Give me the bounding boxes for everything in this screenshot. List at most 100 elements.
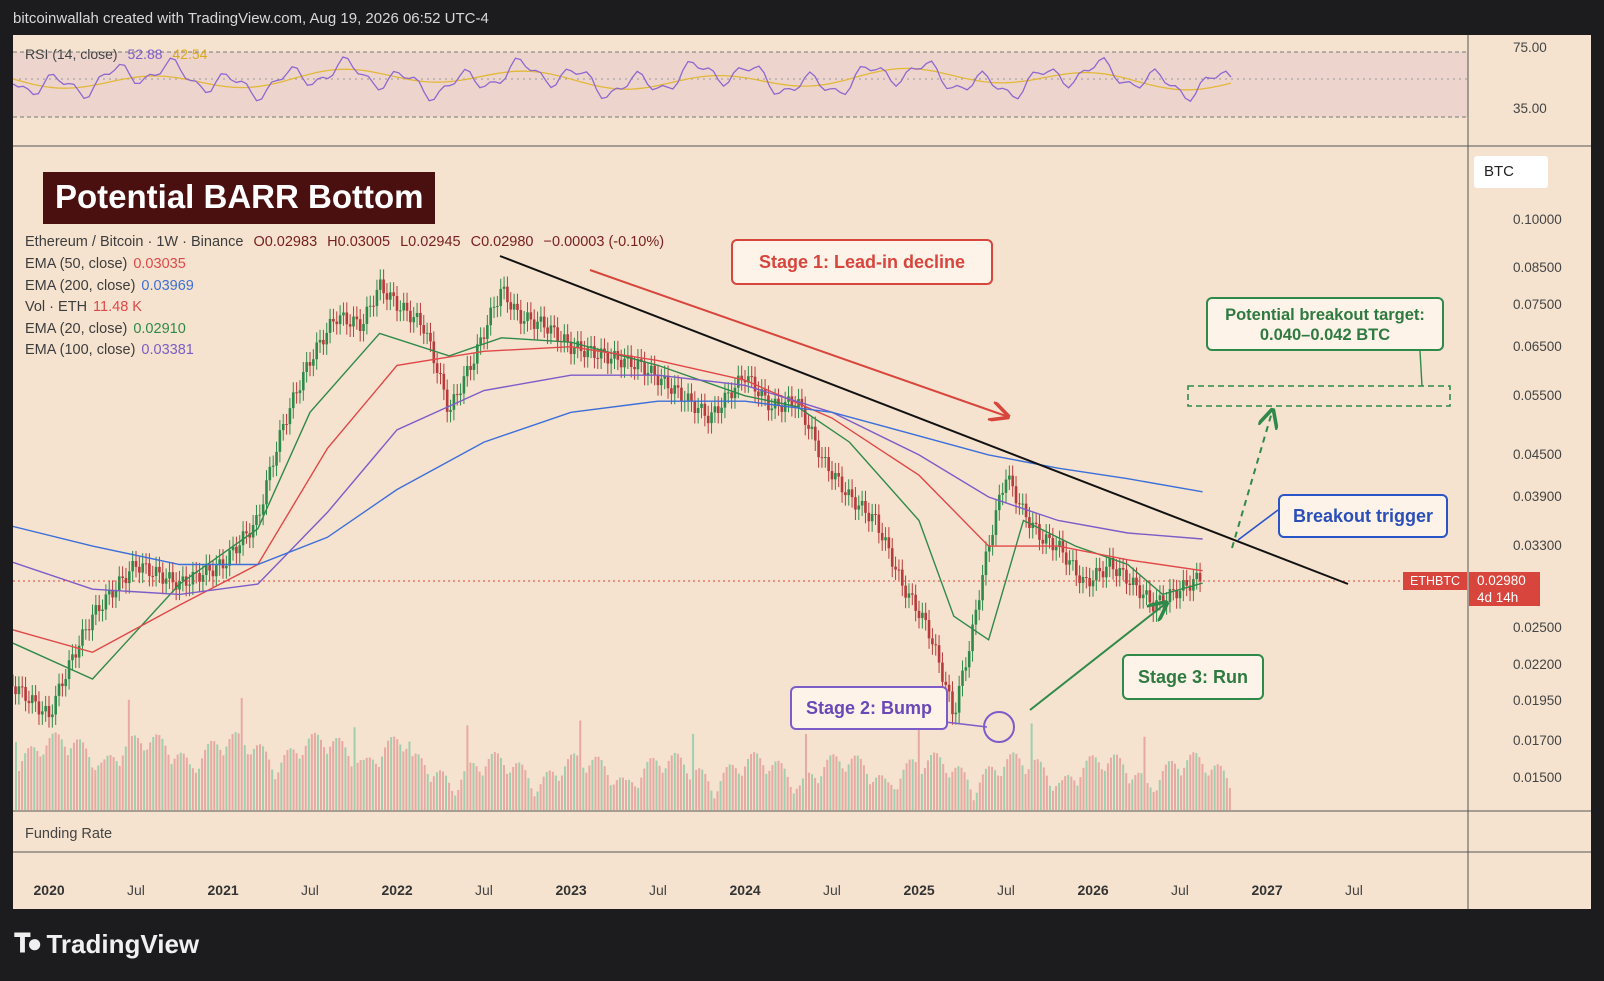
- volume-bar: [679, 757, 682, 810]
- legend-indicator[interactable]: Vol · ETH 11.48 K: [25, 299, 142, 315]
- last-price-label: 0.02980 4d 14h: [1469, 572, 1540, 606]
- candle-body: [529, 312, 533, 320]
- candle-body: [546, 327, 549, 334]
- candle-body: [124, 578, 128, 584]
- candle-body: [763, 389, 767, 396]
- volume-bar: [554, 775, 557, 810]
- candle-body: [1095, 567, 1098, 581]
- volume-bar: [994, 770, 997, 810]
- chart-canvas[interactable]: [13, 35, 1591, 909]
- candle-body: [342, 312, 345, 316]
- volume-bar: [347, 755, 350, 810]
- chart-caption: bitcoinwallah created with TradingView.c…: [13, 10, 489, 27]
- candle-body: [1151, 602, 1155, 612]
- candle-body: [987, 545, 991, 552]
- candle-body: [693, 401, 697, 413]
- volume-bar: [804, 734, 807, 810]
- indicator-label: Vol · ETH: [25, 299, 88, 315]
- candle-body: [298, 390, 302, 394]
- candle-body: [897, 569, 901, 571]
- candle-body: [84, 629, 88, 631]
- candle-body: [773, 398, 777, 409]
- candle-body: [914, 594, 917, 611]
- candle-body: [432, 341, 436, 364]
- volume-bar: [1055, 786, 1058, 810]
- volume-bar: [1225, 778, 1228, 810]
- candle-body: [660, 378, 663, 386]
- candle-body: [1115, 569, 1118, 577]
- candle-body: [1138, 585, 1142, 599]
- volume-bar: [374, 763, 377, 810]
- candle-body: [954, 712, 958, 715]
- time-tick-label: Jul: [649, 882, 667, 898]
- candle-body: [325, 332, 329, 345]
- candle-body: [154, 566, 158, 577]
- volume-bar: [634, 786, 637, 810]
- volume-bar: [667, 760, 670, 810]
- candle-body: [619, 359, 623, 368]
- candle-body: [740, 375, 743, 381]
- volume-bar: [24, 753, 27, 810]
- candle-body: [770, 408, 774, 411]
- candle-body: [308, 362, 312, 366]
- candle-body: [984, 551, 988, 576]
- volume-bar: [143, 750, 146, 810]
- volume-bar: [472, 763, 475, 810]
- currency-badge[interactable]: BTC: [1474, 156, 1548, 188]
- legend-indicator[interactable]: EMA (50, close) 0.03035: [25, 256, 186, 272]
- legend-symbol-line[interactable]: Ethereum / Bitcoin · 1W · Binance O0.029…: [25, 234, 664, 250]
- candle-body: [61, 683, 64, 687]
- volume-bar: [521, 764, 524, 810]
- candle-body: [114, 590, 118, 598]
- volume-bar: [747, 758, 749, 810]
- candle-body: [14, 686, 17, 695]
- volume-bar: [33, 747, 36, 810]
- indicator-value: 0.03381: [141, 342, 194, 358]
- volume-bar: [1219, 765, 1222, 810]
- volume-bar: [701, 769, 704, 810]
- volume-bar: [329, 746, 332, 810]
- tradingview-brand[interactable]: 𝐓● TradingView: [14, 928, 199, 960]
- volume-bar: [695, 769, 698, 810]
- candle-body: [760, 389, 764, 397]
- candle-body: [138, 566, 141, 573]
- volume-bar: [899, 778, 902, 810]
- candle-body: [94, 605, 98, 615]
- chart-frame: [13, 35, 1591, 909]
- candle-body: [34, 695, 37, 702]
- volume-bar: [1137, 772, 1140, 810]
- volume-bar: [429, 781, 432, 810]
- candle-body: [1048, 534, 1051, 538]
- volume-bar: [676, 753, 679, 810]
- volume-bar: [890, 784, 893, 810]
- volume-bar: [506, 773, 509, 810]
- candle-body: [924, 612, 927, 621]
- volume-bar: [466, 725, 469, 810]
- candle-body: [1058, 540, 1061, 548]
- candle-body: [107, 590, 111, 595]
- volume-bar: [869, 784, 871, 810]
- candle-body: [860, 500, 864, 506]
- volume-bar: [496, 753, 499, 810]
- volume-bar: [103, 759, 106, 810]
- volume-bar: [725, 767, 728, 810]
- candle-body: [516, 303, 519, 311]
- candle-body: [887, 537, 891, 549]
- volume-bar: [499, 757, 502, 810]
- candle-body: [1011, 475, 1014, 487]
- volume-bar: [57, 734, 60, 810]
- legend-indicator[interactable]: EMA (20, close) 0.02910: [25, 321, 186, 337]
- volume-bar: [179, 752, 182, 810]
- volume-bar: [798, 785, 801, 810]
- volume-bar: [1158, 779, 1161, 810]
- volume-bar: [1149, 787, 1152, 810]
- candle-body: [921, 612, 924, 619]
- candle-body: [606, 352, 610, 364]
- volume-bar: [1106, 763, 1109, 810]
- volume-bar: [152, 736, 155, 810]
- rsi-legend[interactable]: RSI (14, close) 52.88 42.54: [25, 46, 207, 62]
- legend-indicator[interactable]: EMA (200, close) 0.03969: [25, 278, 194, 294]
- candle-body: [449, 409, 452, 412]
- volume-bar: [194, 772, 197, 810]
- legend-indicator[interactable]: EMA (100, close) 0.03381: [25, 342, 194, 358]
